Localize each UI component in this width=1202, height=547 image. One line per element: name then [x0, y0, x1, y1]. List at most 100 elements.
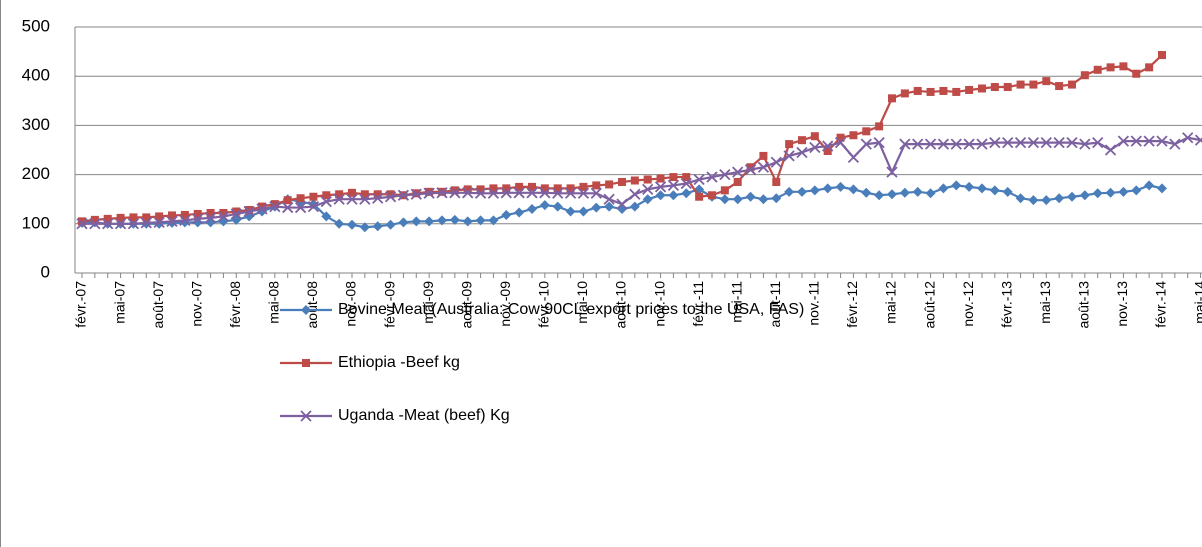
- marker: [1130, 135, 1142, 147]
- marker: [397, 189, 410, 201]
- marker: [656, 174, 665, 183]
- marker: [577, 187, 590, 199]
- marker: [1156, 135, 1168, 147]
- marker: [963, 138, 975, 150]
- marker: [733, 177, 742, 186]
- marker: [680, 177, 692, 190]
- marker: [990, 83, 999, 92]
- x-tick-label: août-07: [150, 281, 166, 329]
- marker: [1182, 132, 1194, 144]
- marker: [629, 188, 641, 200]
- marker: [436, 187, 448, 199]
- marker: [116, 213, 125, 222]
- marker: [785, 140, 794, 149]
- x-tick-label: août-08: [304, 281, 320, 329]
- marker: [1027, 136, 1040, 149]
- marker: [642, 183, 654, 195]
- marker: [746, 163, 755, 172]
- marker: [372, 192, 384, 204]
- marker: [1106, 63, 1115, 72]
- marker: [886, 166, 898, 178]
- x-tick-label: août-10: [613, 281, 629, 329]
- marker: [411, 216, 422, 227]
- marker: [1104, 144, 1117, 156]
- marker: [360, 190, 369, 199]
- marker: [385, 219, 396, 230]
- marker: [398, 217, 409, 228]
- marker: [784, 186, 795, 197]
- x-tick-label: févr.-14: [1153, 281, 1169, 328]
- marker: [1053, 136, 1065, 149]
- legend-label: Bovine Meat (Australia: Cow 90CL export …: [338, 301, 804, 318]
- marker: [1157, 51, 1166, 60]
- x-tick-label: févr.-07: [73, 281, 89, 328]
- marker: [1079, 138, 1091, 150]
- marker: [965, 85, 974, 94]
- marker: [732, 194, 743, 205]
- x-tick-label: févr.-11: [690, 281, 706, 327]
- marker: [243, 205, 255, 218]
- marker: [320, 196, 332, 208]
- marker: [269, 200, 281, 213]
- marker: [950, 138, 962, 150]
- marker: [449, 214, 460, 225]
- marker: [758, 194, 769, 205]
- marker: [809, 141, 821, 154]
- marker: [847, 151, 860, 164]
- marker: [835, 181, 846, 192]
- marker: [616, 204, 627, 215]
- marker: [552, 201, 563, 212]
- marker: [1119, 62, 1128, 71]
- marker: [719, 168, 731, 181]
- marker: [552, 187, 564, 199]
- marker: [604, 201, 615, 212]
- marker: [180, 210, 189, 219]
- marker: [1169, 138, 1181, 150]
- marker: [76, 218, 88, 230]
- x-tick-label: nov.-13: [1114, 281, 1130, 327]
- marker: [1040, 136, 1052, 149]
- marker: [335, 190, 344, 199]
- marker: [384, 191, 397, 203]
- marker: [616, 198, 628, 210]
- marker: [757, 161, 770, 173]
- marker: [283, 196, 292, 205]
- marker: [654, 181, 667, 193]
- x-tick-label: mai-07: [111, 281, 127, 324]
- x-tick-label: nov.-08: [343, 281, 359, 327]
- marker: [770, 156, 782, 168]
- x-tick-label: nov.-12: [960, 281, 976, 327]
- x-tick-label: août-13: [1076, 281, 1092, 329]
- marker: [874, 190, 885, 201]
- marker: [294, 201, 307, 214]
- legend-entry: Ethiopia -Beef kg: [280, 354, 460, 371]
- marker: [706, 171, 718, 183]
- marker: [515, 182, 524, 191]
- marker: [1143, 135, 1155, 147]
- marker: [834, 136, 847, 149]
- marker: [89, 218, 101, 230]
- marker: [1014, 136, 1027, 149]
- x-tick-label: févr.-12: [844, 281, 860, 328]
- x-tick-label: mai-08: [266, 281, 282, 324]
- marker: [964, 181, 975, 192]
- marker: [167, 211, 176, 220]
- x-tick-label: mai-09: [420, 281, 436, 324]
- marker: [1194, 134, 1202, 146]
- marker: [334, 218, 345, 229]
- marker: [489, 184, 498, 193]
- marker: [797, 136, 806, 145]
- marker: [1015, 193, 1026, 204]
- marker: [102, 218, 114, 230]
- marker: [142, 213, 151, 222]
- marker: [1066, 136, 1078, 149]
- marker: [232, 207, 241, 216]
- x-tick-label: nov.-07: [188, 281, 204, 327]
- marker: [217, 210, 230, 223]
- marker: [1105, 187, 1116, 198]
- marker: [1118, 186, 1129, 197]
- marker: [952, 87, 961, 96]
